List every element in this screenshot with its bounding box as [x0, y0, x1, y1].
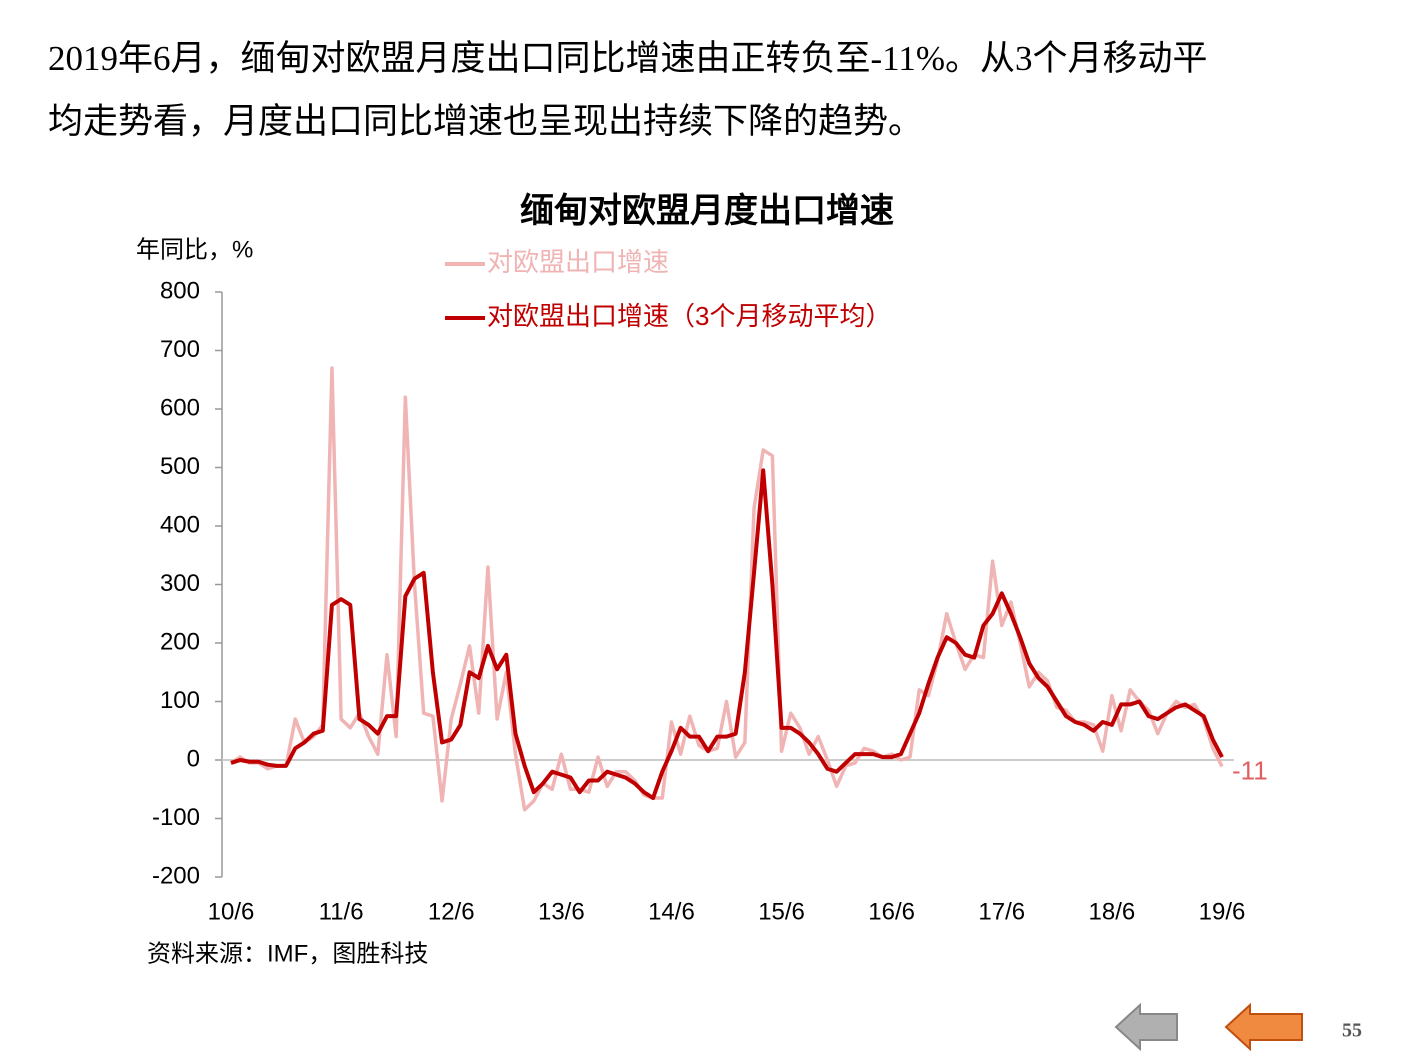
- y-tick-label: 400: [160, 511, 200, 538]
- y-tick-label: 200: [160, 628, 200, 655]
- paragraph-line: 均走势看，月度出口同比增速也呈现出持续下降的趋势。: [48, 102, 923, 141]
- y-axis-label: 年同比，%: [136, 236, 253, 263]
- chart-title: 缅甸对欧盟月度出口增速: [520, 192, 894, 230]
- y-tick-label: 800: [160, 277, 200, 304]
- x-tick-label: 13/6: [538, 898, 585, 925]
- x-tick-label: 15/6: [758, 898, 805, 925]
- x-tick-label: 16/6: [868, 898, 915, 925]
- x-tick-label: 19/6: [1199, 898, 1246, 925]
- x-tick-label: 17/6: [978, 898, 1025, 925]
- y-tick-label: -100: [152, 804, 200, 831]
- y-tick-label: 600: [160, 394, 200, 421]
- page-number: 55: [1342, 1020, 1362, 1042]
- source: 资料来源：IMF，图胜科技: [147, 940, 428, 967]
- x-tick-label: 11/6: [319, 898, 364, 925]
- x-tick-label: 12/6: [428, 898, 475, 925]
- prev-button[interactable]: [1224, 1002, 1303, 1052]
- y-tick-label: 500: [160, 453, 200, 480]
- back-button[interactable]: [1114, 1002, 1178, 1052]
- x-tick-label: 10/6: [208, 898, 255, 925]
- annotation: -11: [1232, 755, 1268, 785]
- y-tick-label: 300: [160, 570, 200, 597]
- y-tick-label: 700: [160, 336, 200, 363]
- y-tick-label: 100: [160, 687, 200, 714]
- legend-label: 对欧盟出口增速（3个月移动平均）: [487, 301, 891, 331]
- y-tick-label: 0: [187, 745, 200, 772]
- x-tick-label: 14/6: [648, 898, 695, 925]
- x-tick-label: 18/6: [1089, 898, 1136, 925]
- legend-label: 对欧盟出口增速: [487, 247, 669, 277]
- data-line: [230, 366, 1224, 812]
- paragraph-line: 2019年6月，缅甸对欧盟月度出口同比增速由正转负至-11%。从3个月移动平: [48, 39, 1208, 78]
- y-tick-label: -200: [152, 862, 200, 889]
- data-line: [230, 468, 1224, 801]
